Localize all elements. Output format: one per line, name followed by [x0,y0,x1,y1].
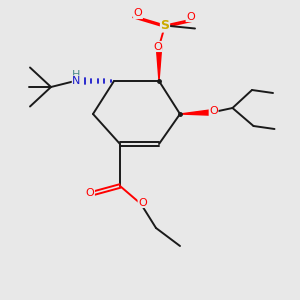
Text: H: H [72,70,81,80]
Text: O: O [186,11,195,22]
Polygon shape [156,46,162,81]
Text: S: S [160,19,169,32]
Text: O: O [209,106,218,116]
Polygon shape [180,110,212,115]
Text: O: O [153,41,162,52]
Text: N: N [72,76,81,86]
Text: O: O [138,197,147,208]
Text: O: O [134,8,142,19]
Text: O: O [85,188,94,199]
